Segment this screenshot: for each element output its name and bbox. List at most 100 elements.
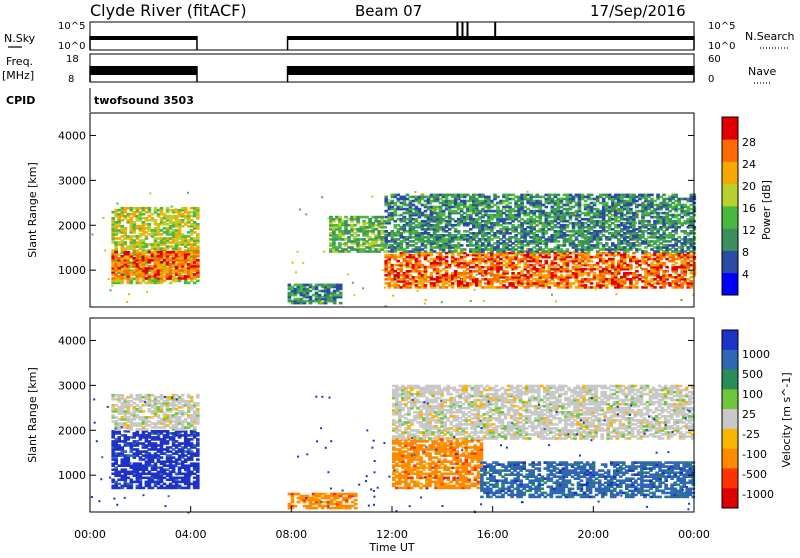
nsearch-tick-top: 10^5 bbox=[708, 21, 735, 32]
heatmap-cell bbox=[418, 260, 422, 263]
heatmap-cell bbox=[321, 196, 323, 198]
heatmap-cell bbox=[653, 220, 657, 223]
power-colorbar: 4 8 12 16 20 24 28 Power [dB] bbox=[722, 117, 773, 295]
heatmap-cell bbox=[668, 240, 672, 243]
heatmap-cell bbox=[590, 282, 594, 285]
heatmap-cell bbox=[487, 196, 491, 199]
heatmap-cell bbox=[193, 237, 197, 240]
heatmap-cell bbox=[440, 198, 442, 200]
heatmap-cell bbox=[611, 258, 615, 261]
heatmap-cell bbox=[400, 262, 404, 265]
heatmap-cell bbox=[642, 197, 644, 199]
heatmap-cell bbox=[196, 245, 200, 248]
heatmap-cell bbox=[566, 234, 570, 237]
heatmap-cell bbox=[578, 240, 582, 243]
heatmap-cell bbox=[460, 256, 464, 259]
heatmap-cell bbox=[460, 262, 464, 265]
heatmap-cell bbox=[384, 254, 388, 257]
heatmap-cell bbox=[343, 243, 345, 245]
heatmap-cell bbox=[496, 196, 500, 199]
heatmap-cell bbox=[475, 232, 479, 235]
heatmap-cell bbox=[608, 278, 612, 281]
heatmap-cell bbox=[163, 221, 167, 224]
heatmap-cell bbox=[520, 278, 524, 281]
heatmap-cell bbox=[623, 246, 627, 249]
heatmap-cell bbox=[117, 241, 121, 244]
heatmap-cell bbox=[320, 301, 322, 303]
heatmap-cell bbox=[629, 264, 633, 267]
heatmap-cell bbox=[418, 208, 422, 211]
heatmap-cell bbox=[338, 216, 342, 219]
heatmap-cell bbox=[578, 258, 582, 261]
nsearch-label: N.Search bbox=[745, 30, 795, 43]
heatmap-cell bbox=[117, 275, 121, 278]
heatmap-cell bbox=[638, 242, 642, 245]
power-colorbar-swatch bbox=[722, 184, 738, 207]
heatmap-cell bbox=[535, 220, 539, 223]
heatmap-cell bbox=[119, 223, 121, 225]
heatmap-cell bbox=[133, 235, 137, 238]
heatmap-cell bbox=[578, 214, 582, 217]
heatmap-cell bbox=[384, 234, 388, 237]
heatmap-cell bbox=[683, 198, 687, 201]
heatmap-cell bbox=[623, 286, 627, 289]
heatmap-cell bbox=[133, 257, 137, 260]
heatmap-cell bbox=[444, 221, 446, 223]
heatmap-cell bbox=[445, 286, 449, 289]
heatmap-cell bbox=[338, 250, 342, 253]
heatmap-cell bbox=[535, 234, 539, 237]
heatmap-cell bbox=[615, 293, 617, 295]
heatmap-cell bbox=[490, 275, 492, 277]
heatmap-cell bbox=[400, 214, 404, 217]
heatmap-cell bbox=[415, 196, 419, 199]
heatmap-cell bbox=[445, 256, 449, 259]
heatmap-cell bbox=[578, 248, 582, 251]
heatmap-cell bbox=[460, 234, 464, 237]
heatmap-cell bbox=[690, 280, 694, 283]
heatmap-cell bbox=[629, 208, 633, 211]
heatmap-cell bbox=[367, 237, 369, 239]
heatmap-cell bbox=[148, 259, 152, 262]
heatmap-cell bbox=[566, 274, 570, 277]
heatmap-cell bbox=[613, 255, 615, 257]
heatmap-cell bbox=[430, 282, 434, 285]
power-heatmap bbox=[92, 191, 697, 308]
heatmap-cell bbox=[683, 250, 687, 253]
heatmap-cell bbox=[400, 218, 404, 221]
heatmap-cell bbox=[505, 204, 509, 207]
heatmap-cell bbox=[579, 274, 581, 276]
heatmap-cell bbox=[148, 219, 152, 222]
heatmap-cell bbox=[430, 206, 434, 209]
heatmap-cell bbox=[653, 286, 657, 289]
heatmap-cell bbox=[551, 260, 555, 263]
heatmap-cell bbox=[553, 280, 555, 282]
heatmap-cell bbox=[300, 298, 304, 301]
heatmap-cell bbox=[415, 280, 419, 283]
heatmap-cell bbox=[441, 301, 443, 303]
heatmap-cell bbox=[415, 242, 419, 245]
heatmap-cell bbox=[339, 302, 343, 305]
heatmap-cell bbox=[593, 212, 597, 215]
heatmap-cell bbox=[384, 210, 388, 213]
heatmap-cell bbox=[388, 199, 390, 201]
heatmap-cell bbox=[650, 194, 654, 197]
heatmap-cell bbox=[535, 200, 539, 203]
freq-label: Freq. bbox=[6, 55, 33, 68]
heatmap-cell bbox=[353, 248, 357, 251]
heatmap-cell bbox=[433, 250, 437, 253]
heatmap-cell bbox=[617, 250, 619, 252]
heatmap-cell bbox=[163, 275, 167, 278]
heatmap-cell bbox=[555, 300, 557, 302]
heatmap-cell bbox=[392, 295, 394, 297]
heatmap-cell bbox=[582, 204, 584, 206]
heatmap-cell bbox=[623, 266, 627, 269]
heatmap-cell bbox=[551, 216, 555, 219]
power-cbar-tick-28: 28 bbox=[742, 136, 756, 149]
heatmap-cell bbox=[608, 270, 612, 273]
heatmap-cell bbox=[124, 227, 128, 230]
heatmap-cell bbox=[566, 224, 570, 227]
heatmap-cell bbox=[505, 238, 509, 241]
heatmap-cell bbox=[178, 209, 182, 212]
heatmap-cell bbox=[400, 202, 404, 205]
